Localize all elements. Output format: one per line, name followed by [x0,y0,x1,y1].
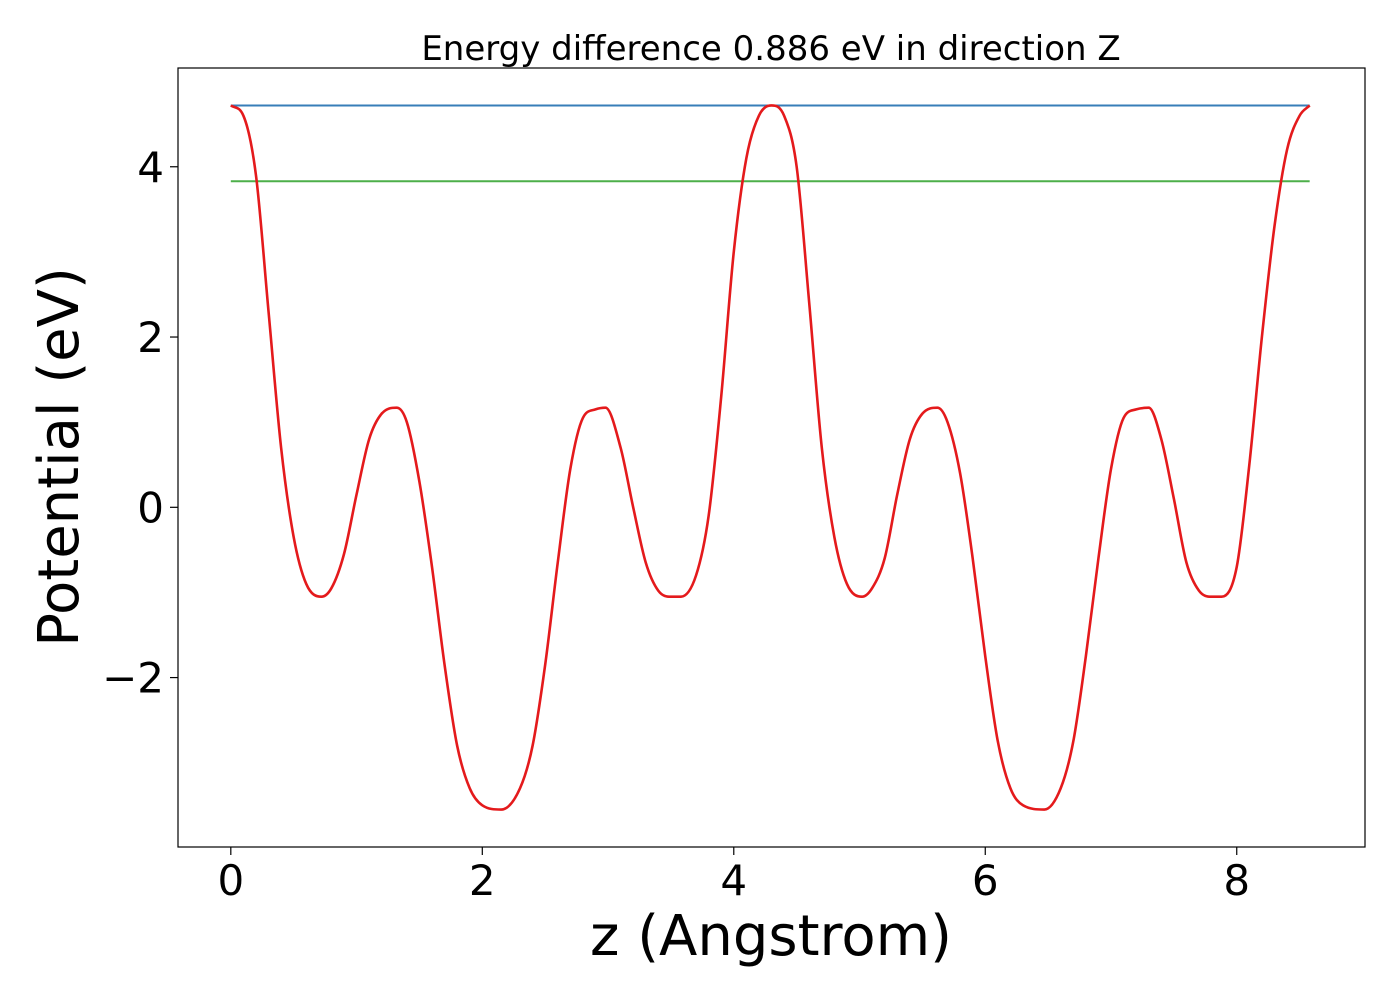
y-axis: −2 0 2 4 [102,143,178,703]
chart-title: Energy difference 0.886 eV in direction … [421,29,1120,69]
y-tick-label: 4 [137,143,164,192]
potential-curve [230,104,1311,811]
y-tick-label: 0 [137,483,164,532]
x-tick-label: 8 [1223,856,1250,905]
x-tick-label: 2 [469,856,496,905]
x-tick-label: 4 [720,856,747,905]
series-layer [230,104,1311,811]
x-tick-label: 0 [217,856,244,905]
plot-frame [177,67,1366,848]
y-axis-title: Potential (eV) [27,267,92,647]
x-axis: 0 2 4 6 8 [217,847,1250,905]
x-axis-title: z (Angstrom) [590,904,952,969]
y-tick-label: −2 [102,654,164,703]
y-tick-label: 2 [137,313,164,362]
x-tick-label: 6 [972,856,999,905]
